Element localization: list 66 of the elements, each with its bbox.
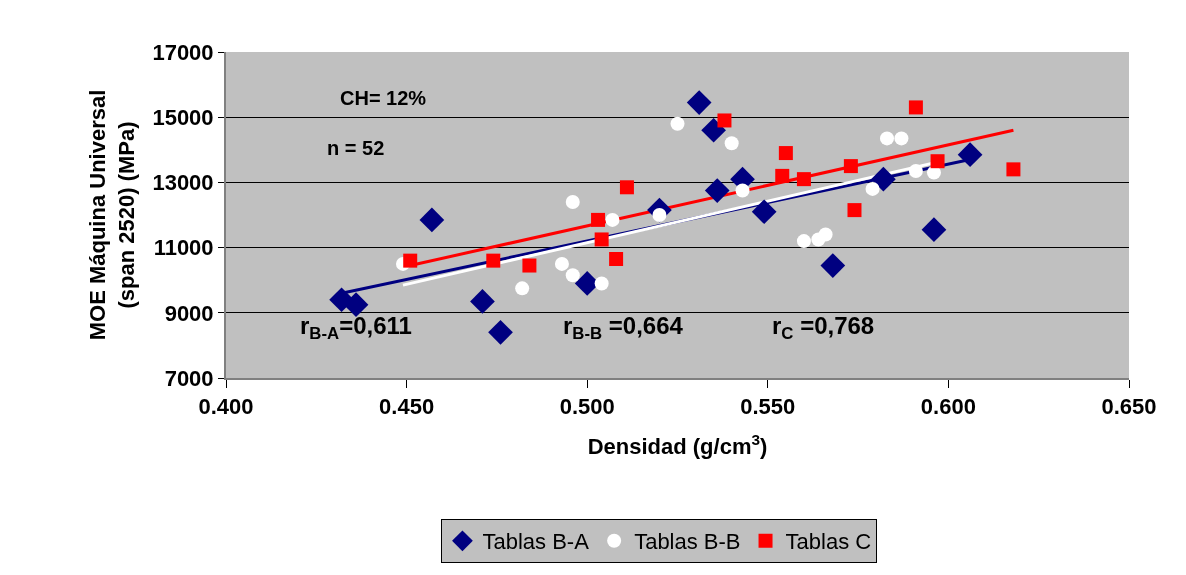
- point: [565, 268, 580, 283]
- point: [847, 203, 862, 218]
- point: [880, 131, 894, 146]
- point: [796, 172, 811, 187]
- legend-label: Tablas B-A: [482, 529, 590, 555]
- point: [908, 163, 923, 178]
- point: [926, 165, 941, 180]
- x-tick-label: 0.400: [198, 394, 254, 420]
- point: [488, 320, 513, 345]
- x-tick-label: 0.650: [1101, 394, 1157, 420]
- point: [818, 227, 833, 242]
- point: [843, 159, 858, 174]
- x-axis-title: Densidad (g/cm$^{3}$): [587, 430, 768, 459]
- point: [930, 154, 945, 169]
- point: [522, 258, 537, 273]
- point: [717, 113, 732, 128]
- point: [724, 136, 739, 151]
- point: [908, 100, 923, 115]
- point: [820, 253, 846, 278]
- point: [775, 168, 790, 183]
- y-tick-label: 7000: [164, 365, 214, 391]
- annotation: n = 52: [327, 137, 385, 159]
- point: [894, 131, 909, 146]
- point: [594, 232, 609, 247]
- point: [704, 178, 730, 203]
- y-tick-label: 11000: [153, 235, 214, 261]
- point: [565, 194, 580, 209]
- point: [605, 212, 620, 227]
- point: [554, 256, 569, 271]
- point: [486, 253, 501, 268]
- y-tick-label: 13000: [152, 170, 214, 196]
- legend-label: Tablas C: [785, 529, 872, 555]
- point: [470, 289, 495, 314]
- point: [515, 281, 530, 296]
- point: [735, 183, 750, 198]
- point: [619, 180, 634, 195]
- annotation: CH= 12%: [340, 87, 427, 109]
- point: [403, 253, 418, 268]
- legend-label: Tablas B-B: [634, 529, 741, 555]
- point: [343, 292, 369, 317]
- point: [1006, 162, 1021, 177]
- x-tick-label: 0.600: [920, 394, 976, 420]
- x-tick-label: 0.500: [559, 394, 615, 420]
- point: [871, 166, 896, 192]
- y-tick-label: 17000: [152, 39, 214, 65]
- point: [609, 252, 624, 267]
- point: [921, 217, 947, 243]
- point: [670, 116, 685, 131]
- point: [957, 142, 983, 168]
- x-tick-label: 0.550: [740, 394, 796, 420]
- annotation: r$_{C}$ =0,768: [772, 312, 875, 344]
- point: [751, 199, 777, 225]
- x-tick-label: 0.450: [379, 394, 435, 420]
- point: [594, 276, 609, 291]
- point: [778, 146, 793, 161]
- annotation: r$_{B-B}$ =0,664: [563, 312, 684, 344]
- annotation: r$_{B-A}$=0,611: [300, 312, 412, 344]
- y-tick-label: 9000: [164, 300, 214, 326]
- point: [419, 207, 445, 233]
- point: [591, 212, 606, 227]
- y-tick-label: 15000: [152, 104, 214, 130]
- point: [701, 117, 726, 143]
- point: [865, 181, 880, 196]
- point: [686, 90, 712, 115]
- y-axis-title: MOE Máquina Universal (span 2520) (MPa): [85, 89, 139, 341]
- point: [796, 234, 811, 249]
